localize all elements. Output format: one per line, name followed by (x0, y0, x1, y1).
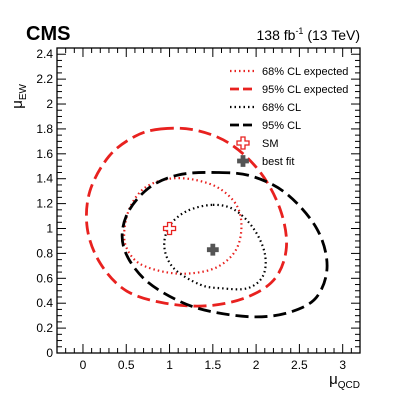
x-tick-label: 0 (80, 358, 87, 372)
y-tick-label: 0.6 (36, 271, 53, 285)
y-tick-label: 1 (46, 222, 53, 236)
legend-swatch-sm (236, 136, 250, 150)
markers (162, 221, 219, 256)
contour-95-cl-expected (85, 126, 288, 308)
y-axis-label-sub: EW (18, 83, 29, 100)
y-tick-label: 2.2 (36, 72, 53, 86)
legend-label-95-cl: 95% CL (262, 120, 301, 132)
legend: 68% CL expected 95% CL expected 68% CL 95% … (230, 66, 348, 168)
axis-tick-labels: 0 0.5 1 1.5 2 2.5 3 0 0.2 0.4 0.6 0.8 1 1.2 1.4 1.6 1.8 2… (36, 47, 346, 372)
legend-label-sm: SM (262, 138, 279, 150)
x-tick-label: 1.5 (204, 358, 221, 372)
x-tick-label: 0.5 (118, 358, 135, 372)
y-axis-label-main: μ (9, 100, 26, 109)
chart-title: CMS (26, 23, 70, 45)
y-tick-label: 0.2 (36, 321, 53, 335)
x-tick-label: 1 (166, 358, 173, 372)
best-fit-marker (206, 243, 219, 256)
y-tick-label: 1.2 (36, 197, 53, 211)
x-tick-label: 2.5 (291, 358, 308, 372)
legend-label-95-cl-expected: 95% CL expected (262, 84, 348, 96)
y-tick-label: 2.4 (36, 47, 53, 61)
y-tick-label: 0.8 (36, 246, 53, 260)
x-tick-label: 3 (339, 358, 346, 372)
contour-95-cl (120, 171, 329, 319)
legend-label-68-cl: 68% CL (262, 102, 301, 114)
y-tick-label: 1.8 (36, 122, 53, 136)
y-tick-label: 1.4 (36, 172, 53, 186)
contour-68-cl-expected (123, 177, 243, 275)
y-tick-label: 2 (46, 97, 53, 111)
x-tick-label: 2 (253, 358, 260, 372)
contour-lines (85, 126, 329, 319)
y-tick-label: 0.4 (36, 296, 53, 310)
chart-subtitle: 138 fb-1 (13 TeV) (257, 26, 361, 43)
legend-label-68-cl-expected: 68% CL expected (262, 66, 348, 78)
y-tick-label: 1.6 (36, 147, 53, 161)
y-axis-label: μEW (9, 83, 29, 108)
sm-marker (162, 221, 177, 236)
legend-label-best-fit: best fit (262, 156, 294, 168)
x-axis-label-sub: QCD (338, 380, 360, 391)
plot-frame (56, 47, 361, 354)
x-axis-label-main: μ (329, 371, 338, 388)
x-axis-label: μQCD (329, 371, 360, 391)
lumi-text: 138 fb (257, 27, 296, 43)
legend-swatch-best-fit (237, 155, 249, 167)
lumi-exponent: -1 (295, 26, 303, 36)
axis-ticks (56, 47, 361, 354)
y-tick-label: 0 (46, 346, 53, 360)
energy-text: (13 TeV) (303, 27, 360, 43)
